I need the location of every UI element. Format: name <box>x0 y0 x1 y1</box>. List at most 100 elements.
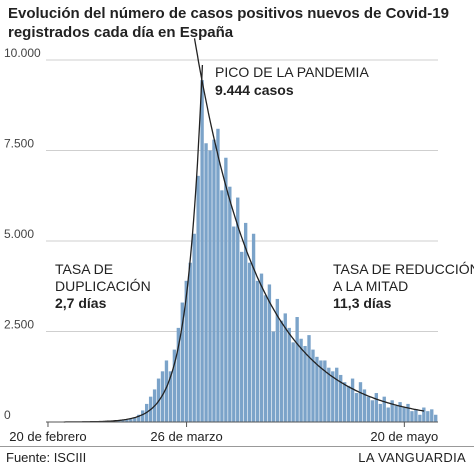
bar <box>271 331 276 422</box>
bar <box>406 403 410 422</box>
bar <box>275 298 280 422</box>
reduction-annotation-line3: 11,3 días <box>333 295 392 311</box>
bar <box>212 139 216 422</box>
bar <box>311 349 315 422</box>
bar <box>299 338 303 422</box>
bar <box>303 345 307 422</box>
bar <box>366 396 371 422</box>
bar <box>331 371 335 422</box>
reduction-annotation-line1: TASA DE REDUCCIÓN <box>333 261 474 277</box>
bar <box>291 342 295 422</box>
bar <box>168 371 173 422</box>
bar <box>247 262 252 422</box>
y-tick-label: 5.000 <box>4 227 34 241</box>
bar <box>342 382 347 422</box>
bar <box>386 407 390 422</box>
bar <box>133 417 137 422</box>
bar <box>160 371 165 422</box>
bar <box>267 284 272 422</box>
bar <box>339 374 343 422</box>
bar <box>125 419 129 422</box>
bar <box>354 393 359 422</box>
bar <box>196 175 200 422</box>
bar <box>350 378 355 422</box>
bar <box>279 320 283 422</box>
y-tick-label: 2.500 <box>4 318 34 332</box>
duplication-annotation-line1: TASA DE <box>55 261 113 277</box>
x-tick-label: 20 de febrero <box>9 429 86 444</box>
bar <box>188 262 192 422</box>
x-tick-label: 20 de mayo <box>370 429 438 444</box>
bar <box>224 157 228 423</box>
reduction-curve <box>193 38 425 412</box>
bar <box>402 407 406 422</box>
bar <box>232 226 236 422</box>
bar <box>220 190 224 422</box>
chart-title-line1: Evolución del número de casos positivos … <box>8 5 449 22</box>
bar <box>137 414 141 422</box>
y-tick-label: 10.000 <box>4 46 41 60</box>
bar <box>307 335 311 422</box>
bar <box>240 251 244 422</box>
bar <box>346 385 351 422</box>
bar <box>172 349 177 422</box>
y-tick-label: 0 <box>4 408 11 422</box>
bar <box>370 400 375 422</box>
bar <box>117 420 121 422</box>
bar <box>410 411 414 422</box>
bar <box>394 405 398 422</box>
duplication-annotation-line3: 2,7 días <box>55 295 107 311</box>
reduction-annotation-line2: A LA MITAD <box>333 278 408 294</box>
bar <box>216 128 220 422</box>
bar <box>141 410 145 422</box>
bar <box>295 317 299 422</box>
bar <box>192 233 196 422</box>
bar <box>390 400 394 422</box>
bar <box>414 409 418 422</box>
bar <box>374 393 379 422</box>
bar <box>243 222 248 422</box>
duplication-annotation-line2: DUPLICACIÓN <box>55 278 151 294</box>
peak-annotation-line2: 9.444 casos <box>215 82 294 98</box>
bars-group <box>101 80 438 423</box>
bar <box>398 402 402 422</box>
bar <box>287 327 291 422</box>
bar <box>323 360 327 422</box>
footer-brand: LA VANGUARDIA <box>358 450 466 465</box>
x-tick-label: 26 de marzo <box>150 429 222 444</box>
bar <box>164 360 169 422</box>
bar <box>184 280 188 422</box>
footer-source: Fuente: ISCIII <box>6 450 87 465</box>
bar <box>208 150 212 422</box>
footer-divider <box>0 446 474 447</box>
bar <box>315 356 319 422</box>
bar <box>259 273 264 422</box>
bar <box>180 302 184 422</box>
annotations: PICO DE LA PANDEMIA 9.444 casos TASA DE … <box>55 64 474 311</box>
bar <box>129 419 133 422</box>
bar <box>335 367 339 422</box>
bar <box>283 313 287 422</box>
bar <box>426 411 430 422</box>
bar <box>362 389 367 422</box>
bar <box>263 295 268 422</box>
bar <box>430 409 434 422</box>
y-tick-label: 7.500 <box>4 137 34 151</box>
bar <box>378 403 382 422</box>
bar <box>121 420 125 422</box>
bar <box>434 414 438 422</box>
bar <box>422 407 426 422</box>
bar <box>236 197 240 422</box>
bar <box>200 80 204 422</box>
bar <box>255 280 260 422</box>
bar <box>176 327 181 422</box>
bar <box>319 360 323 422</box>
bar <box>358 382 363 422</box>
axes: 0 2.500 5.000 7.500 10.000 20 de febrero 26 de… <box>4 46 438 444</box>
bar <box>228 186 232 422</box>
chart-title: Evolución del número de casos positivos … <box>8 4 449 42</box>
peak-annotation-line1: PICO DE LA PANDEMIA <box>215 64 369 80</box>
bar <box>382 396 386 422</box>
bar <box>327 367 331 422</box>
